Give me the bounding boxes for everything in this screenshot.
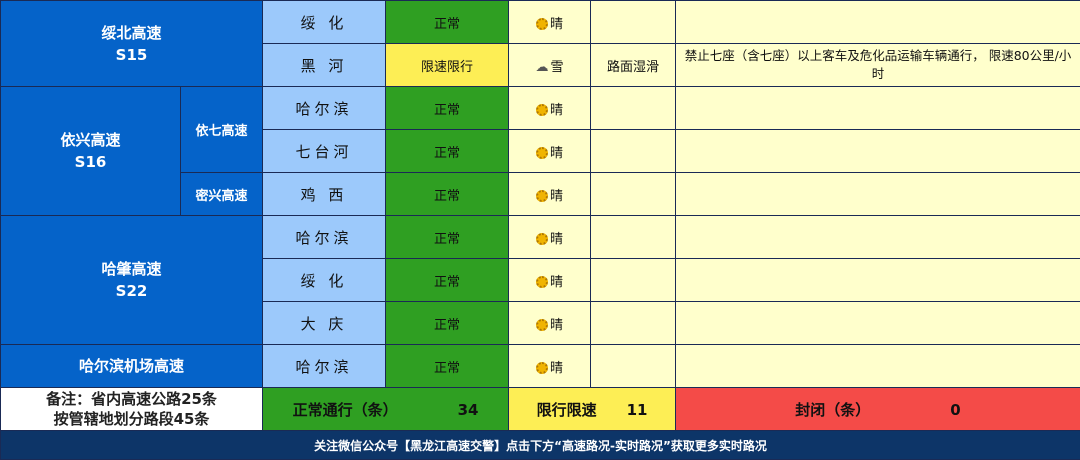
note-cell: 禁止七座（含七座）以上客车及危化品运输车辆通行， 限速80公里/小时	[676, 44, 1080, 87]
city-cell: 哈尔滨	[263, 87, 386, 130]
road-condition-cell	[591, 87, 676, 130]
status-cell: 正常	[386, 1, 509, 44]
status-cell: 限速限行	[386, 44, 509, 87]
city-cell: 哈尔滨	[263, 345, 386, 388]
road-condition-cell: 路面湿滑	[591, 44, 676, 87]
status-cell: 正常	[386, 345, 509, 388]
road-condition-cell	[591, 216, 676, 259]
sun-icon	[536, 233, 548, 245]
city-cell: 黑 河	[263, 44, 386, 87]
sun-icon	[536, 104, 548, 116]
status-cell: 正常	[386, 130, 509, 173]
sub-highway-name: 依七高速	[181, 87, 263, 173]
highway-name: 哈尔滨机场高速	[1, 345, 263, 388]
note-cell	[676, 87, 1080, 130]
weather-cell: 晴	[509, 1, 591, 44]
status-cell: 正常	[386, 216, 509, 259]
status-cell: 正常	[386, 259, 509, 302]
city-cell: 七台河	[263, 130, 386, 173]
road-condition-cell	[591, 259, 676, 302]
note-cell	[676, 302, 1080, 345]
city-cell: 绥 化	[263, 259, 386, 302]
note-cell	[676, 173, 1080, 216]
remark: 备注：省内高速公路25条按管辖地划分路段45条	[1, 388, 263, 431]
closed-summary: 封闭（条）0	[676, 388, 1080, 431]
note-cell	[676, 130, 1080, 173]
road-condition-cell	[591, 130, 676, 173]
weather-cell: 晴	[509, 345, 591, 388]
sub-highway-name: 密兴高速	[181, 173, 263, 216]
road-condition-cell	[591, 173, 676, 216]
road-condition-cell	[591, 302, 676, 345]
weather-cell: 晴	[509, 87, 591, 130]
table-row: 哈尔滨机场高速 哈尔滨 正常 晴	[1, 345, 1080, 388]
sun-icon	[536, 319, 548, 331]
city-cell: 哈尔滨	[263, 216, 386, 259]
weather-cell: 晴	[509, 302, 591, 345]
city-cell: 大 庆	[263, 302, 386, 345]
status-cell: 正常	[386, 173, 509, 216]
road-condition-cell	[591, 345, 676, 388]
note-cell	[676, 216, 1080, 259]
weather-cell: 晴	[509, 173, 591, 216]
snow-cloud-icon: ☁	[536, 60, 549, 75]
weather-cell: 晴	[509, 130, 591, 173]
note-cell	[676, 345, 1080, 388]
weather-cell: 晴	[509, 259, 591, 302]
sun-icon	[536, 147, 548, 159]
weather-cell: 晴	[509, 216, 591, 259]
status-cell: 正常	[386, 87, 509, 130]
sun-icon	[536, 362, 548, 374]
city-cell: 绥 化	[263, 1, 386, 44]
normal-summary: 正常通行（条）34	[263, 388, 509, 431]
sun-icon	[536, 276, 548, 288]
note-cell	[676, 259, 1080, 302]
road-condition-cell	[591, 1, 676, 44]
sun-icon	[536, 190, 548, 202]
note-cell	[676, 1, 1080, 44]
footer-notice: 关注微信公众号【黑龙江高速交警】点击下方“高速路况-实时路况”获取更多实时路况	[1, 431, 1080, 460]
sun-icon	[536, 18, 548, 30]
weather-cell: ☁雪	[509, 44, 591, 87]
status-cell: 正常	[386, 302, 509, 345]
city-cell: 鸡 西	[263, 173, 386, 216]
